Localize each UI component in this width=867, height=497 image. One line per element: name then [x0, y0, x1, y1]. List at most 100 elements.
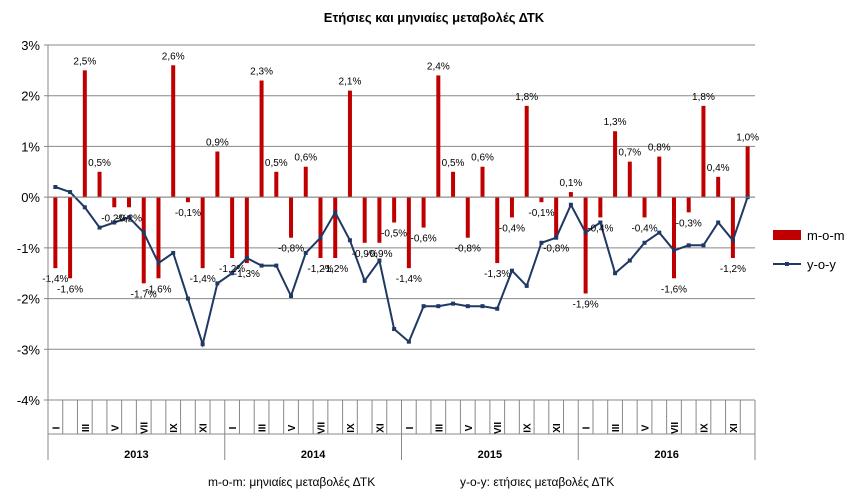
- legend: m-o-m y-o-y: [773, 228, 845, 272]
- yoy-marker: [127, 215, 132, 220]
- mom-bar: [362, 197, 367, 243]
- mom-data-label: -0,3%: [676, 218, 702, 229]
- mom-data-label: 0,9%: [206, 138, 229, 149]
- month-tick-label: I: [51, 426, 62, 429]
- mom-bar: [82, 70, 87, 198]
- year-label: 2015: [478, 449, 502, 461]
- month-tick-label: III: [434, 424, 445, 433]
- mom-bar: [200, 197, 205, 269]
- mom-bar: [539, 197, 544, 203]
- mom-data-label: -1,4%: [396, 274, 422, 285]
- mom-bar: [451, 171, 456, 198]
- yoy-marker: [112, 220, 117, 225]
- y-tick-label: 3%: [21, 38, 40, 53]
- mom-data-label: -0,8%: [543, 244, 569, 255]
- yoy-marker: [171, 250, 176, 255]
- mom-bar: [613, 131, 618, 198]
- legend-yoy-marker: [785, 262, 789, 266]
- chart-title: Ετήσιες και μηνιαίες μεταβολές ΔΤΚ: [324, 10, 545, 25]
- mom-data-label: -1,6%: [57, 284, 83, 295]
- mom-data-label: -1,3%: [484, 269, 510, 280]
- month-tick-label: I: [405, 426, 416, 429]
- mom-data-label: 0,5%: [88, 158, 111, 169]
- yoy-marker: [716, 220, 721, 225]
- yoy-marker: [259, 263, 264, 268]
- month-tick-label: VII: [670, 422, 681, 434]
- mom-bar: [289, 197, 294, 238]
- y-tick-label: -3%: [17, 342, 41, 357]
- yoy-marker: [156, 261, 161, 266]
- month-tick-label: I: [582, 426, 593, 429]
- mom-bar: [244, 197, 249, 264]
- footnote-yoy: y-o-y: ετήσιες μεταβολές ΔΤΚ: [460, 475, 614, 489]
- yoy-marker: [347, 238, 352, 243]
- yoy-marker: [627, 258, 632, 263]
- mom-bar: [509, 197, 514, 218]
- mom-bar: [406, 197, 411, 269]
- footnote-mom: m-o-m: μηνιαίες μεταβολές ΔΤΚ: [208, 475, 375, 489]
- yoy-marker: [730, 238, 735, 243]
- legend-yoy-label: y-o-y: [807, 257, 836, 272]
- yoy-marker: [657, 230, 662, 235]
- mom-bar: [524, 105, 529, 198]
- month-tick-label: V: [641, 424, 652, 431]
- yoy-marker: [82, 205, 87, 210]
- yoy-marker: [97, 225, 102, 230]
- month-tick-label: III: [611, 424, 622, 433]
- mom-bars: [53, 65, 750, 294]
- mom-data-label: -0,5%: [381, 229, 407, 240]
- mom-bar: [701, 105, 706, 198]
- yoy-marker: [554, 235, 559, 240]
- yoy-marker: [701, 243, 706, 248]
- yoy-marker: [215, 281, 220, 286]
- month-tick-label: I: [228, 426, 239, 429]
- mom-bar: [112, 197, 117, 208]
- mom-data-label: -1,2%: [322, 264, 348, 275]
- month-tick-label: XI: [199, 423, 210, 433]
- mom-bar: [303, 166, 308, 198]
- month-tick-label: VII: [316, 422, 327, 434]
- yoy-marker: [671, 248, 676, 253]
- yoy-marker: [583, 230, 588, 235]
- mom-data-label: -0,8%: [278, 244, 304, 255]
- month-tick-label: XI: [729, 423, 740, 433]
- mom-data-label: -0,1%: [528, 208, 554, 219]
- mom-bar: [171, 65, 176, 198]
- legend-mom-swatch: [773, 230, 801, 240]
- yoy-marker: [200, 342, 205, 347]
- mom-data-label: -0,4%: [587, 223, 613, 234]
- yoy-marker: [524, 283, 529, 288]
- mom-data-label: 1,8%: [692, 92, 715, 103]
- month-tick-label: V: [110, 424, 121, 431]
- year-label: 2016: [654, 449, 678, 461]
- y-tick-label: 2%: [21, 89, 40, 104]
- yoy-marker: [613, 271, 618, 276]
- mom-data-label: 1,0%: [736, 132, 759, 143]
- yoy-marker: [495, 306, 500, 311]
- mom-bar: [480, 166, 485, 198]
- y-tick-label: -4%: [17, 393, 41, 408]
- mom-data-label: 0,5%: [442, 158, 465, 169]
- mom-bar: [568, 192, 573, 198]
- mom-data-label: -0,6%: [411, 234, 437, 245]
- mom-bar: [68, 197, 73, 279]
- yoy-marker: [568, 202, 573, 207]
- mom-data-label: -0,9%: [366, 249, 392, 260]
- mom-data-label: -0,9%: [352, 249, 378, 260]
- mom-bar: [333, 197, 338, 258]
- yoy-marker: [451, 301, 456, 306]
- mom-bar: [436, 75, 441, 198]
- y-axis-ticks: 3% 2% 1% 0% -1% -2% -3% -4%: [17, 38, 41, 408]
- yoy-marker: [53, 185, 58, 189]
- mom-bar: [141, 197, 146, 284]
- yoy-marker: [642, 240, 647, 245]
- mom-bar: [53, 197, 58, 269]
- yoy-marker: [539, 240, 544, 245]
- mom-bar: [421, 197, 426, 228]
- yoy-marker: [377, 258, 382, 263]
- mom-data-label: -0,2%: [101, 213, 127, 224]
- year-label: 2014: [301, 449, 326, 461]
- y-tick-label: -1%: [17, 241, 41, 256]
- yoy-marker: [185, 296, 190, 301]
